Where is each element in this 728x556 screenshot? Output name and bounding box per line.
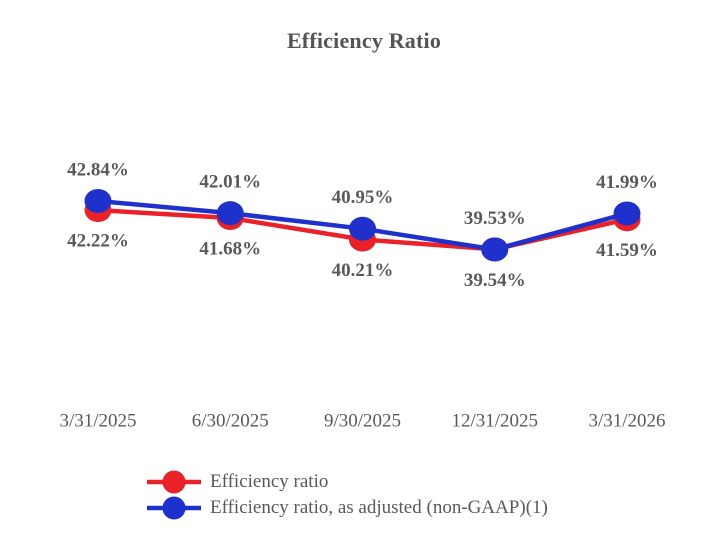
x-axis-label: 3/31/2026 <box>588 411 665 432</box>
data-label: 42.22% <box>67 231 129 252</box>
data-point <box>84 189 112 213</box>
data-point <box>216 201 244 226</box>
data-label: 40.95% <box>332 187 394 208</box>
chart-legend: Efficiency ratio Efficiency ratio, as ad… <box>146 469 548 521</box>
x-axis-label: 12/31/2025 <box>451 411 538 432</box>
x-axis-label: 3/31/2025 <box>59 411 136 432</box>
data-label: 42.01% <box>199 172 261 193</box>
legend-label-efficiency-ratio-adjusted: Efficiency ratio, as adjusted (non-GAAP)… <box>210 497 548 518</box>
legend-item-efficiency-ratio: Efficiency ratio <box>146 469 548 495</box>
data-point <box>481 237 509 262</box>
data-label: 39.53% <box>464 208 526 229</box>
data-label: 40.21% <box>332 260 394 281</box>
data-label: 41.59% <box>596 240 658 261</box>
x-axis-label: 6/30/2025 <box>192 411 269 432</box>
data-point <box>613 201 641 226</box>
legend-marker-red-icon <box>147 470 201 494</box>
legend-label-efficiency-ratio: Efficiency ratio <box>210 471 329 492</box>
chart-title: Efficiency Ratio <box>286 28 442 53</box>
data-label: 41.68% <box>199 238 261 259</box>
data-label: 39.54% <box>464 270 526 291</box>
data-label: 42.84% <box>67 160 129 181</box>
data-point <box>349 216 376 241</box>
data-label: 41.99% <box>596 172 658 193</box>
legend-marker-blue-icon <box>147 496 201 520</box>
legend-item-efficiency-ratio-adjusted: Efficiency ratio, as adjusted (non-GAAP)… <box>146 495 548 521</box>
x-axis-label: 9/30/2025 <box>324 411 401 432</box>
